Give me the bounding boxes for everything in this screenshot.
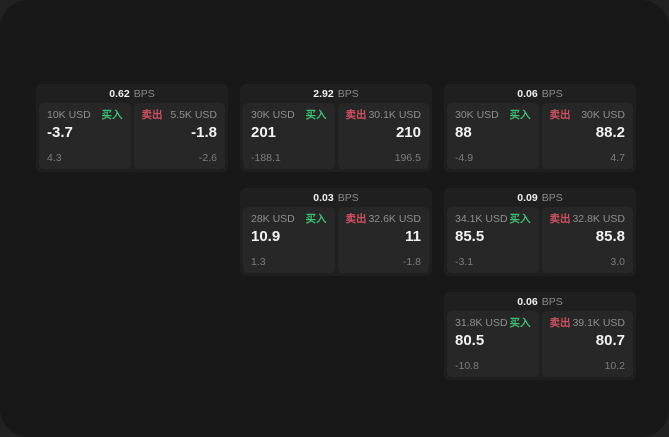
sell-price: 88.2 xyxy=(595,124,625,141)
sell-amount: 30.1K USD xyxy=(368,109,421,121)
sell-price: 11 xyxy=(405,228,421,245)
bps-unit: BPS xyxy=(337,88,359,100)
card-header: 0.06 BPS xyxy=(447,295,633,309)
buy-price: 80.5 xyxy=(455,332,485,349)
buy-tag: 买入 xyxy=(509,213,531,225)
buy-amount: 30K USD xyxy=(455,109,499,121)
tile-row: 30K USD 买入 88 -4.9 卖出 30K USD 88.2 4.7 xyxy=(447,103,633,169)
buy-tag: 买入 xyxy=(305,109,327,121)
buy-sub-value: 4.3 xyxy=(47,152,62,164)
sell-price: 80.7 xyxy=(595,332,625,349)
bps-unit: BPS xyxy=(133,88,155,100)
sell-tile[interactable]: 卖出 39.1K USD 80.7 10.2 xyxy=(541,311,633,377)
buy-sub-value: -4.9 xyxy=(455,152,474,164)
sell-amount: 32.6K USD xyxy=(368,213,421,225)
buy-tag: 买入 xyxy=(509,317,531,329)
buy-tag: 买入 xyxy=(509,109,531,121)
buy-price: 201 xyxy=(251,124,277,141)
bps-unit: BPS xyxy=(541,88,563,100)
tile-row: 28K USD 买入 10.9 1.3 卖出 32.6K USD 11 -1.8 xyxy=(243,207,429,273)
buy-sub-value: -3.1 xyxy=(455,256,474,268)
card-header: 2.92 BPS xyxy=(243,87,429,101)
quote-card: 2.92 BPS 30K USD 买入 201 -188.1 卖出 30.1K … xyxy=(240,84,432,172)
quote-card-grid: 0.62 BPS 10K USD 买入 -3.7 4.3 卖出 5.5K USD… xyxy=(36,84,636,380)
buy-amount: 30K USD xyxy=(251,109,295,121)
sell-tag: 卖出 xyxy=(345,109,367,121)
bps-value: 0.06 xyxy=(517,88,538,100)
buy-amount: 31.8K USD xyxy=(455,317,508,329)
buy-tag: 买入 xyxy=(305,213,327,225)
buy-tile[interactable]: 10K USD 买入 -3.7 4.3 xyxy=(39,103,131,169)
buy-tag: 买入 xyxy=(101,109,123,121)
buy-amount: 10K USD xyxy=(47,109,91,121)
sell-sub-value: 10.2 xyxy=(604,360,625,372)
sell-amount: 39.1K USD xyxy=(572,317,625,329)
sell-tile[interactable]: 卖出 32.8K USD 85.8 3.0 xyxy=(541,207,633,273)
sell-tile[interactable]: 卖出 30.1K USD 210 196.5 xyxy=(337,103,429,169)
sell-tag: 卖出 xyxy=(549,213,571,225)
bps-value: 0.62 xyxy=(109,88,130,100)
sell-tile[interactable]: 卖出 32.6K USD 11 -1.8 xyxy=(337,207,429,273)
card-header: 0.06 BPS xyxy=(447,87,633,101)
sell-price: 85.8 xyxy=(595,228,625,245)
sell-tag: 卖出 xyxy=(549,109,571,121)
card-header: 0.09 BPS xyxy=(447,191,633,205)
quote-card: 0.03 BPS 28K USD 买入 10.9 1.3 卖出 32.6K US… xyxy=(240,188,432,276)
bps-value: 2.92 xyxy=(313,88,334,100)
sell-sub-value: 3.0 xyxy=(610,256,625,268)
tile-row: 31.8K USD 买入 80.5 -10.8 卖出 39.1K USD 80.… xyxy=(447,311,633,377)
buy-tile[interactable]: 30K USD 买入 201 -188.1 xyxy=(243,103,335,169)
buy-price: 10.9 xyxy=(251,228,281,245)
sell-price: -1.8 xyxy=(191,124,217,141)
tile-row: 10K USD 买入 -3.7 4.3 卖出 5.5K USD -1.8 -2.… xyxy=(39,103,225,169)
sell-sub-value: 196.5 xyxy=(394,152,421,164)
sell-amount: 32.8K USD xyxy=(572,213,625,225)
sell-amount: 5.5K USD xyxy=(170,109,217,121)
sell-tag: 卖出 xyxy=(549,317,571,329)
sell-sub-value: -1.8 xyxy=(402,256,421,268)
bps-value: 0.09 xyxy=(517,192,538,204)
sell-sub-value: 4.7 xyxy=(610,152,625,164)
quote-card: 0.06 BPS 31.8K USD 买入 80.5 -10.8 卖出 39.1… xyxy=(444,292,636,380)
buy-sub-value: -10.8 xyxy=(455,360,479,372)
quote-card: 0.62 BPS 10K USD 买入 -3.7 4.3 卖出 5.5K USD… xyxy=(36,84,228,172)
tile-row: 34.1K USD 买入 85.5 -3.1 卖出 32.8K USD 85.8… xyxy=(447,207,633,273)
sell-sub-value: -2.6 xyxy=(198,152,217,164)
buy-amount: 28K USD xyxy=(251,213,295,225)
buy-price: 88 xyxy=(455,124,472,141)
quote-card: 0.09 BPS 34.1K USD 买入 85.5 -3.1 卖出 32.8K… xyxy=(444,188,636,276)
bps-value: 0.03 xyxy=(313,192,334,204)
buy-tile[interactable]: 34.1K USD 买入 85.5 -3.1 xyxy=(447,207,539,273)
buy-tile[interactable]: 30K USD 买入 88 -4.9 xyxy=(447,103,539,169)
sell-tag: 卖出 xyxy=(345,213,367,225)
sell-tile[interactable]: 卖出 5.5K USD -1.8 -2.6 xyxy=(133,103,225,169)
buy-price: -3.7 xyxy=(47,124,73,141)
buy-sub-value: 1.3 xyxy=(251,256,266,268)
buy-amount: 34.1K USD xyxy=(455,213,508,225)
tile-row: 30K USD 买入 201 -188.1 卖出 30.1K USD 210 1… xyxy=(243,103,429,169)
sell-amount: 30K USD xyxy=(581,109,625,121)
sell-price: 210 xyxy=(395,124,421,141)
buy-price: 85.5 xyxy=(455,228,485,245)
bps-value: 0.06 xyxy=(517,296,538,308)
sell-tag: 卖出 xyxy=(141,109,163,121)
card-header: 0.03 BPS xyxy=(243,191,429,205)
buy-tile[interactable]: 28K USD 买入 10.9 1.3 xyxy=(243,207,335,273)
card-header: 0.62 BPS xyxy=(39,87,225,101)
sell-tile[interactable]: 卖出 30K USD 88.2 4.7 xyxy=(541,103,633,169)
bps-unit: BPS xyxy=(337,192,359,204)
bps-unit: BPS xyxy=(541,296,563,308)
buy-tile[interactable]: 31.8K USD 买入 80.5 -10.8 xyxy=(447,311,539,377)
buy-sub-value: -188.1 xyxy=(251,152,281,164)
quote-card: 0.06 BPS 30K USD 买入 88 -4.9 卖出 30K USD 8… xyxy=(444,84,636,172)
bps-unit: BPS xyxy=(541,192,563,204)
